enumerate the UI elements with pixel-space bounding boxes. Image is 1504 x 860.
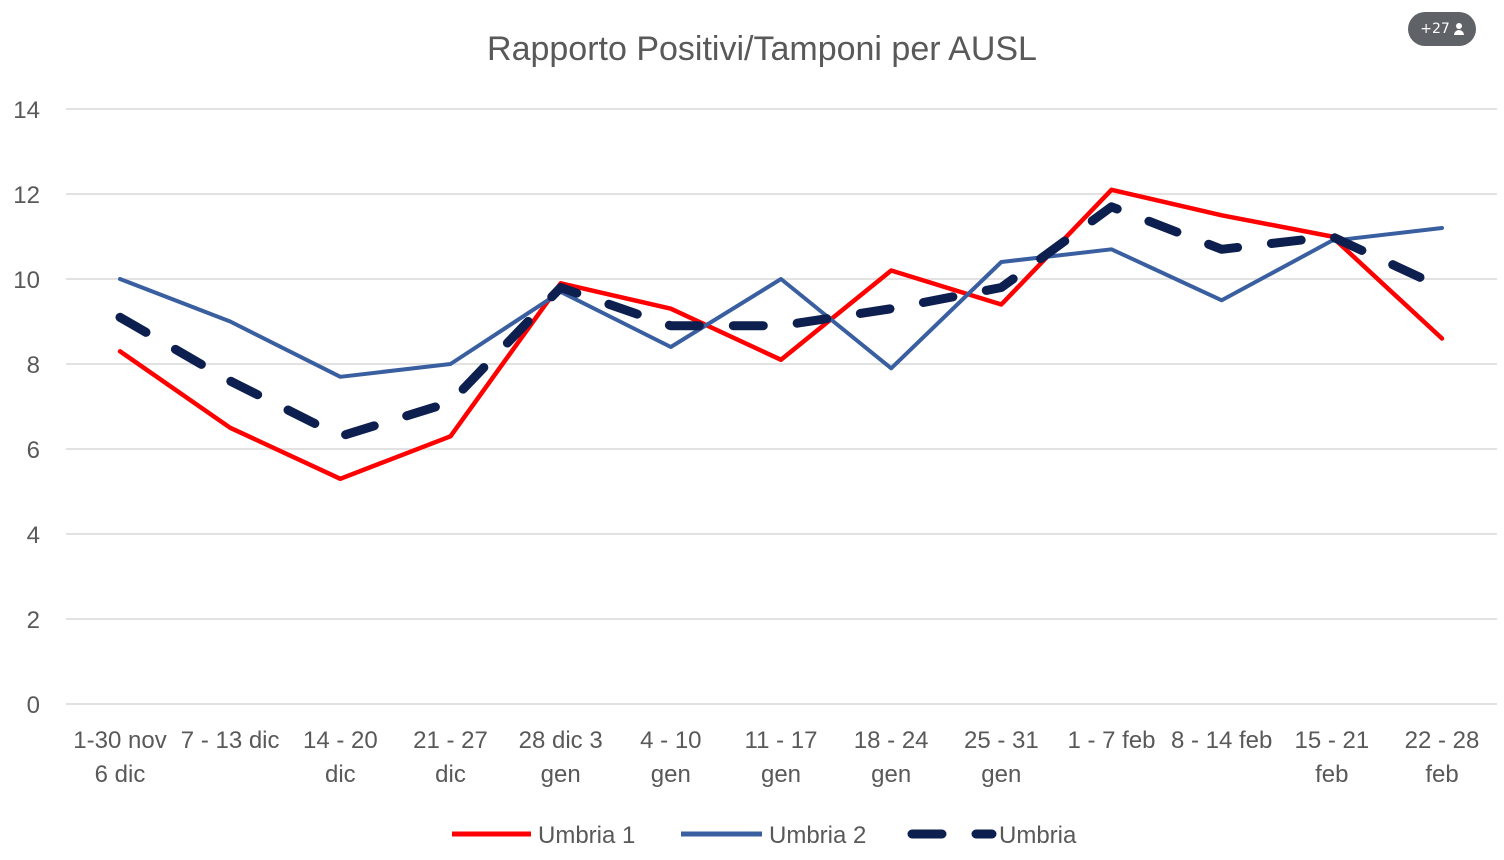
participants-badge[interactable]: +27 bbox=[1408, 12, 1476, 46]
x-tick-label: 22 - 28 feb bbox=[1405, 727, 1480, 788]
y-tick-label: 6 bbox=[27, 437, 40, 464]
chart-title: Rapporto Positivi/Tamponi per AUSL bbox=[487, 30, 1037, 68]
series-line-umbria-1 bbox=[117, 187, 1445, 482]
participants-count: +27 bbox=[1420, 21, 1450, 37]
x-tick-label: 8 - 14 feb bbox=[1171, 727, 1272, 754]
person-icon bbox=[1453, 23, 1464, 35]
y-tick-label: 12 bbox=[13, 182, 40, 209]
x-tick-label: 21 - 27 dic bbox=[413, 727, 488, 788]
x-tick-label: 7 - 13 dic bbox=[181, 727, 280, 754]
y-tick-label: 0 bbox=[27, 692, 40, 719]
x-tick-label: 1-30 nov 6 dic bbox=[73, 727, 166, 788]
y-tick-label: 2 bbox=[27, 607, 40, 634]
y-tick-label: 14 bbox=[13, 97, 40, 124]
y-tick-label: 4 bbox=[27, 522, 40, 549]
y-tick-label: 10 bbox=[13, 267, 40, 294]
y-tick-label: 8 bbox=[27, 352, 40, 379]
series-line-umbria-2 bbox=[118, 226, 1444, 379]
legend-label: Umbria 2 bbox=[769, 822, 866, 849]
x-tick-label: 15 - 21 feb bbox=[1294, 727, 1369, 788]
legend-label: Umbria bbox=[999, 822, 1077, 849]
x-tick-label: 14 - 20 dic bbox=[303, 727, 378, 788]
x-tick-label: 18 - 24 gen bbox=[854, 727, 929, 788]
series-line-umbria bbox=[115, 202, 1447, 441]
x-tick-label: 4 - 10 gen bbox=[640, 727, 701, 788]
x-tick-label: 25 - 31 gen bbox=[964, 727, 1039, 788]
x-tick-label: 28 dic 3 gen bbox=[519, 727, 603, 788]
legend-label: Umbria 1 bbox=[538, 822, 635, 849]
x-tick-label: 1 - 7 feb bbox=[1067, 727, 1155, 754]
x-tick-label: 11 - 17 gen bbox=[745, 727, 818, 788]
